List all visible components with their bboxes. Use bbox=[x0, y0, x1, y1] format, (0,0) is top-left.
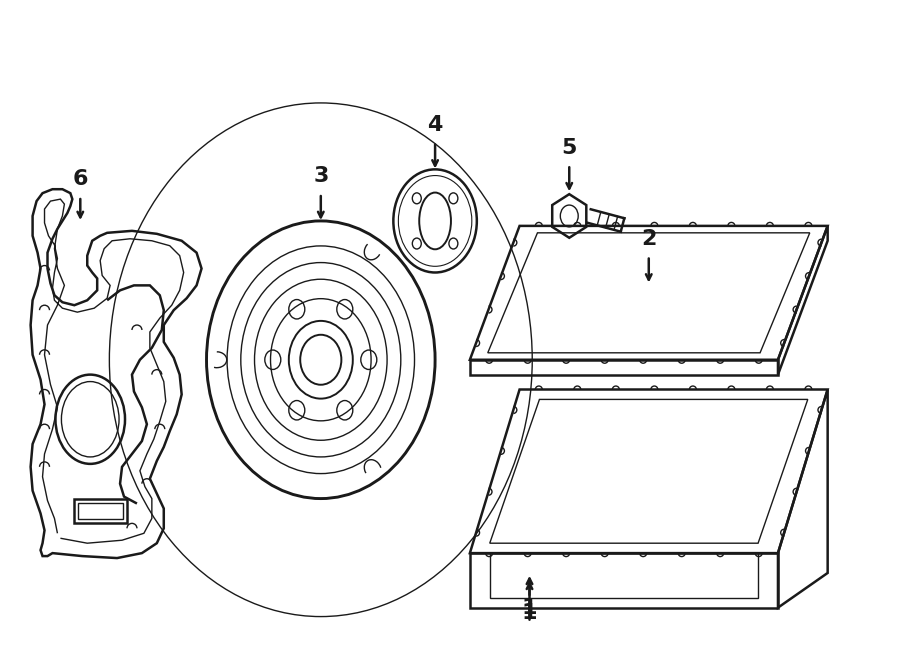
Text: 6: 6 bbox=[73, 169, 88, 189]
Text: 3: 3 bbox=[313, 167, 328, 186]
Text: 2: 2 bbox=[641, 229, 656, 249]
Text: 5: 5 bbox=[562, 137, 577, 157]
Text: 1: 1 bbox=[522, 603, 537, 623]
Text: 1: 1 bbox=[522, 598, 537, 617]
Text: 4: 4 bbox=[428, 115, 443, 135]
